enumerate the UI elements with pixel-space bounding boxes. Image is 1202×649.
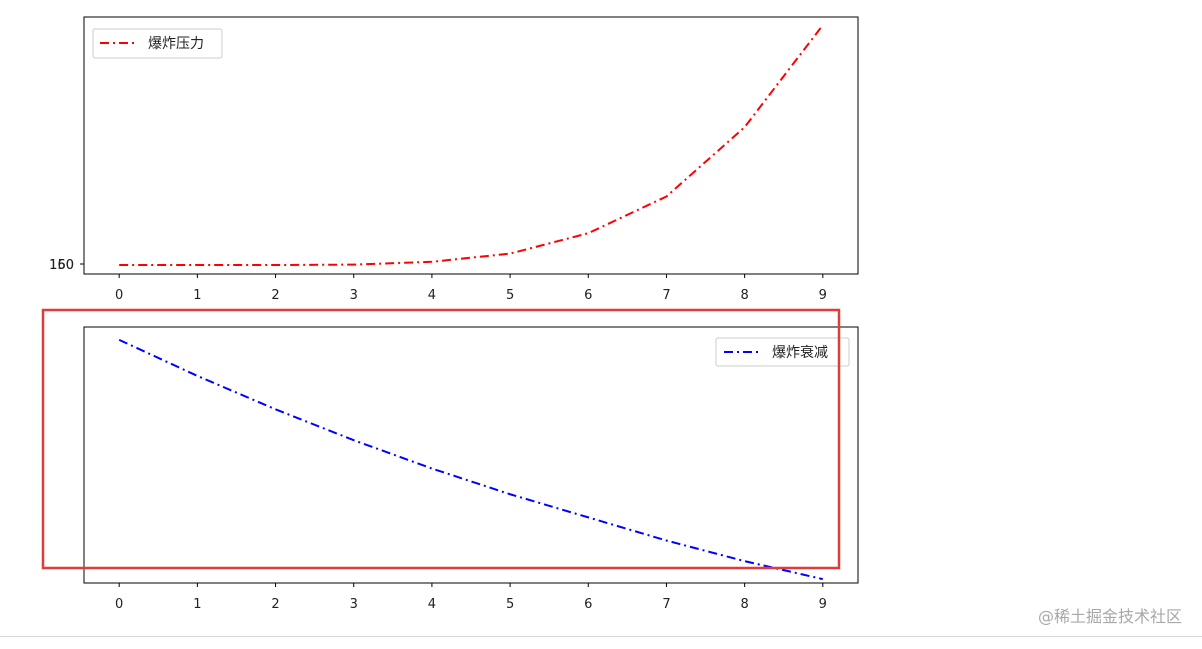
bottom-legend: 爆炸衰减 [715, 337, 850, 367]
bottom-xtick-label: 1 [193, 597, 201, 612]
bottom-xtick-label: 8 [740, 597, 748, 612]
top-ytick-label-a: 150 [49, 258, 74, 273]
top-legend-label: 爆炸压力 [148, 36, 204, 52]
bottom-plot-frame [83, 326, 859, 584]
top-y-axis: 150 160 [49, 258, 84, 273]
top-subplot: 0 1 2 3 4 5 6 7 8 9 150 160 爆炸压力 [49, 16, 859, 303]
top-xtick-label: 8 [740, 288, 748, 303]
top-legend: 爆炸压力 [92, 28, 223, 59]
bottom-xtick-label: 5 [506, 597, 514, 612]
top-plot-frame [83, 16, 859, 275]
bottom-x-axis: 0 1 2 3 4 5 6 7 8 9 [115, 583, 827, 612]
page-divider [0, 636, 1202, 637]
top-xtick-label: 3 [350, 288, 358, 303]
top-xtick-label: 2 [271, 288, 279, 303]
bottom-xtick-label: 3 [350, 597, 358, 612]
bottom-xtick-label: 2 [271, 597, 279, 612]
bottom-subplot: 0 1 2 3 4 5 6 7 8 9 爆炸衰减 [83, 326, 859, 612]
bottom-xtick-label: 0 [115, 597, 123, 612]
top-xtick-label: 5 [506, 288, 514, 303]
explosion-decay-line [118, 338, 824, 581]
top-legend-box [92, 28, 223, 59]
top-xtick-label: 1 [193, 288, 201, 303]
bottom-legend-box [715, 337, 850, 367]
top-xtick-label: 4 [428, 288, 436, 303]
top-xtick-label: 0 [115, 288, 123, 303]
top-x-axis: 0 1 2 3 4 5 6 7 8 9 [115, 274, 827, 303]
explosion-pressure-line [119, 24, 824, 267]
top-xtick-label: 7 [662, 288, 670, 303]
top-xtick-label: 6 [584, 288, 592, 303]
bottom-xtick-label: 9 [819, 597, 827, 612]
bottom-xtick-label: 4 [428, 597, 436, 612]
top-xtick-label: 9 [819, 288, 827, 303]
bottom-xtick-label: 6 [584, 597, 592, 612]
watermark: @稀土掘金技术社区 [1037, 607, 1182, 626]
highlight-box [41, 308, 841, 570]
bottom-legend-label: 爆炸衰减 [772, 344, 828, 361]
bottom-xtick-label: 7 [662, 597, 670, 612]
top-ytick-label-b: 160 [49, 258, 74, 273]
